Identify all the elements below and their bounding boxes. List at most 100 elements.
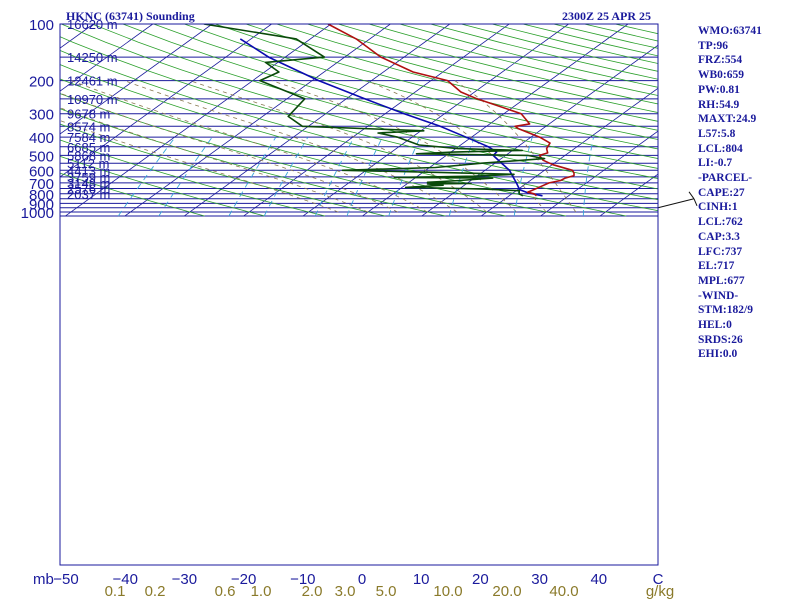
moist-adiabat	[189, 80, 488, 213]
moist-adiabat	[271, 80, 517, 213]
index-item: SRDS:26	[698, 333, 743, 346]
index-item: LFC:737	[698, 245, 743, 258]
dry-adiabat	[60, 93, 506, 217]
mixing-ratio-tick-label: 40.0	[549, 583, 578, 600]
mixing-ratio-tick-label: 5.0	[376, 583, 397, 600]
mixing-ratio-tick-label: 20.0	[492, 583, 521, 600]
height-label: 14250 m	[67, 50, 118, 65]
index-item: LI:-0.7	[698, 157, 733, 170]
pressure-tick-label: 800	[29, 187, 54, 204]
dry-adiabat	[153, 24, 658, 159]
index-item: WB0:659	[698, 69, 744, 82]
height-label: 4413 m	[67, 163, 110, 178]
mixing-ratio-line	[513, 137, 533, 217]
height-label: 5112 m	[67, 156, 109, 171]
pressure-tick-label: 700	[29, 176, 54, 193]
mixing-ratio-tick-label: 0.2	[145, 583, 166, 600]
plot-area	[60, 24, 658, 565]
wind-barb-flag	[688, 191, 695, 200]
pressure-tick-label: 500	[29, 148, 54, 165]
index-item: WMO:63741	[698, 25, 762, 37]
temperature-tick-label: −30	[172, 571, 197, 588]
mixing-ratio-tick-label: 1.0	[251, 583, 272, 600]
index-item: EHI:0.0	[698, 348, 738, 361]
temperature-tick-label: C	[653, 571, 664, 588]
dry-adiabat	[61, 24, 658, 190]
station-title: HKNC (63741) Sounding	[66, 9, 195, 23]
isotherm-line	[184, 24, 451, 217]
parcel-trace	[239, 38, 543, 197]
mixing-ratio-tick-label: 10.0	[433, 583, 462, 600]
index-item: CAPE:27	[698, 186, 745, 199]
dewpoint-trace	[203, 24, 546, 197]
dry-adiabat	[307, 24, 658, 113]
pressure-tick-label: 600	[29, 163, 54, 180]
isotherm-line	[540, 130, 658, 217]
moist-adiabat	[60, 107, 369, 213]
moist-adiabat	[60, 120, 339, 213]
height-label: 2037 m	[67, 187, 110, 202]
mixing-ratio-line	[263, 136, 309, 217]
dry-adiabat	[60, 36, 658, 201]
height-label: 3148 m	[67, 176, 110, 191]
index-item: HEL:0	[698, 319, 732, 332]
dry-adiabat	[60, 78, 567, 217]
dry-adiabat	[60, 155, 265, 217]
index-item: PW:0.81	[698, 83, 740, 96]
height-label: 5868 m	[67, 148, 110, 163]
mixing-ratio-tick-label: 0.6	[215, 583, 236, 600]
isotherm-line	[65, 24, 332, 217]
dry-adiabat	[91, 24, 658, 179]
temperature-tick-label: −40	[112, 571, 137, 588]
index-item: -WIND-	[698, 289, 739, 302]
mixing-ratio-tick-label: 0.1	[105, 583, 126, 600]
dry-adiabat	[338, 24, 658, 105]
mixing-ratio-tick-label: g/kg	[646, 583, 674, 600]
isotherm-line	[719, 24, 800, 216]
dry-adiabat	[60, 172, 205, 217]
moist-adiabat	[366, 80, 547, 213]
height-label: 3759 m	[67, 170, 110, 185]
mixing-ratio-line	[314, 136, 355, 217]
temperature-tick-label: 10	[413, 571, 430, 588]
mixing-ratio-line	[228, 136, 277, 217]
temperature-tick-label: 20	[472, 571, 489, 588]
index-item: MAXT:24.9	[698, 113, 757, 126]
temperature-tick-label: −10	[290, 571, 315, 588]
dry-adiabat	[60, 108, 446, 217]
height-label: 2576 m	[67, 182, 110, 197]
isotherm-line	[659, 24, 800, 216]
plot-frame	[59, 23, 659, 566]
pressure-tick-label: 1000	[21, 205, 54, 222]
pressure-tick-label: 100	[29, 17, 54, 34]
isotherm-line	[60, 24, 213, 135]
temperature-trace	[327, 24, 575, 197]
valid-time: 2300Z 25 APR 25	[562, 9, 652, 23]
index-item: FRZ:554	[698, 54, 743, 67]
height-label: 8574 m	[67, 119, 110, 134]
dry-adiabat	[60, 123, 386, 217]
index-item: CAP:3.3	[698, 230, 740, 243]
dry-adiabat	[122, 24, 658, 169]
isotherm-line	[362, 24, 629, 217]
pressure-tick-label: 400	[29, 130, 54, 147]
temperature-tick-label: 0	[358, 571, 366, 588]
height-label: 7584 m	[67, 130, 110, 145]
wind-barb-staff	[657, 198, 695, 209]
moist-adiabat	[454, 80, 577, 213]
mixing-ratio-line	[117, 136, 176, 217]
index-item: -PARCEL-	[698, 172, 753, 185]
isotherm-line	[60, 24, 272, 178]
pressure-tick-label: 300	[29, 107, 54, 124]
index-item: TP:96	[698, 39, 729, 52]
height-label: 10970 m	[67, 92, 118, 107]
temperature-tick-label: −50	[53, 571, 78, 588]
dry-adiabat	[276, 24, 658, 122]
temperature-tick-label: 30	[531, 571, 548, 588]
mixing-ratio-tick-label: 3.0	[335, 583, 356, 600]
index-item: LCL:804	[698, 142, 743, 155]
index-item: RH:54.9	[698, 98, 740, 111]
pressure-tick-label: 200	[29, 74, 54, 91]
dry-adiabat	[60, 64, 627, 217]
